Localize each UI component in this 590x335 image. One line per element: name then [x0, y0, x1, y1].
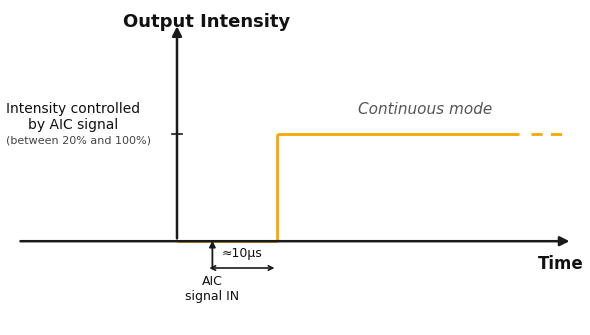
Text: ≈10μs: ≈10μs [221, 247, 263, 260]
Text: Continuous mode: Continuous mode [358, 102, 492, 117]
Text: Output Intensity: Output Intensity [123, 13, 290, 31]
Text: Intensity controlled
by AIC signal: Intensity controlled by AIC signal [6, 102, 140, 132]
Text: AIC
signal IN: AIC signal IN [185, 275, 240, 303]
Text: (between 20% and 100%): (between 20% and 100%) [6, 136, 151, 146]
Text: Time: Time [538, 255, 584, 273]
